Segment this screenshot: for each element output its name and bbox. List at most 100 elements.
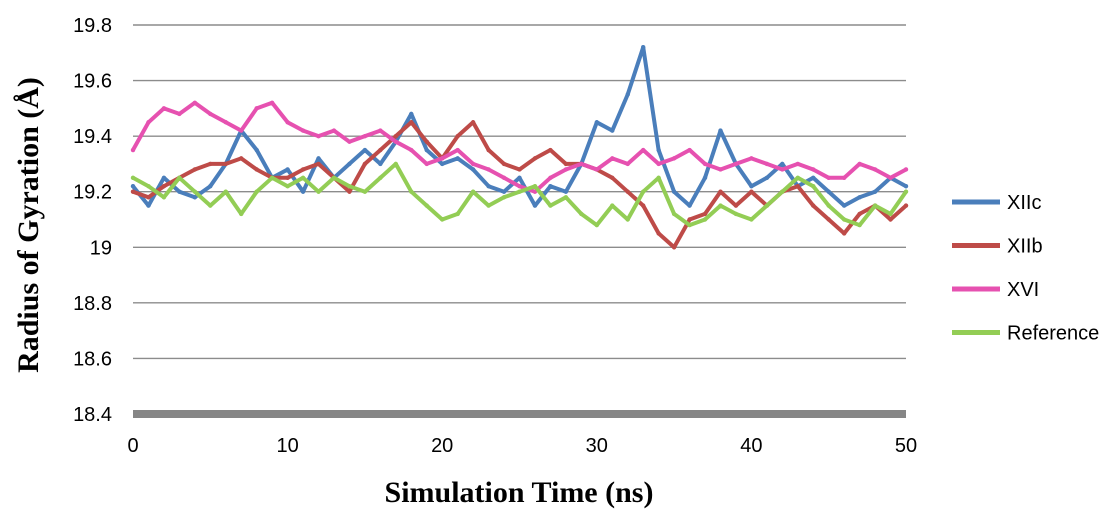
data-point-reference — [378, 175, 383, 181]
x-tick-label: 40 — [740, 435, 762, 457]
data-point-xvi — [378, 128, 383, 133]
data-point-xiib — [300, 167, 306, 172]
data-point-reference — [269, 175, 275, 181]
x-tick-label: 0 — [127, 435, 138, 457]
data-point-xiic — [702, 175, 708, 181]
data-point-xvi — [811, 167, 816, 172]
data-point-xvi — [733, 161, 739, 167]
y-tick-label: 18.8 — [73, 293, 112, 315]
data-point-xvi — [192, 100, 198, 106]
data-point-xiib — [687, 217, 692, 222]
data-point-reference — [640, 189, 646, 194]
data-point-reference — [795, 175, 800, 181]
data-point-reference — [811, 183, 816, 189]
data-point-xiic — [610, 128, 615, 133]
data-point-xvi — [455, 147, 460, 153]
y-axis: 18.4 18.6 18.8 19 19.2 19.4 19.6 19.8 — [73, 15, 112, 426]
data-point-xvi — [872, 167, 878, 172]
data-point-xvi — [424, 161, 429, 167]
legend-label: XIIb — [1007, 236, 1043, 258]
data-point-reference — [517, 189, 522, 194]
data-point-xiib — [192, 167, 198, 172]
legend-label: Reference — [1007, 323, 1099, 345]
x-tick-label: 10 — [276, 435, 298, 457]
data-point-reference — [455, 211, 460, 217]
data-point-xvi — [764, 161, 770, 167]
data-point-xiic — [285, 167, 290, 172]
data-point-xvi — [300, 128, 306, 133]
data-point-xvi — [640, 147, 646, 153]
data-point-xvi — [208, 111, 213, 117]
data-point-xvi — [671, 156, 677, 161]
data-point-xiib — [718, 189, 723, 194]
data-point-reference — [857, 222, 862, 228]
data-point-reference — [300, 175, 306, 181]
data-point-xvi — [362, 133, 368, 139]
y-axis-title: Radius of Gyration (Å) — [12, 77, 45, 373]
data-point-reference — [687, 222, 692, 228]
data-point-xiic — [656, 147, 661, 153]
data-point-xvi — [177, 111, 182, 117]
data-point-xvi — [440, 156, 445, 161]
data-point-xiib — [486, 147, 491, 153]
data-point-reference — [625, 217, 630, 222]
data-point-xvi — [146, 120, 151, 125]
data-point-xiib — [362, 161, 368, 167]
data-point-xiib — [378, 147, 383, 153]
data-point-xvi — [749, 156, 754, 161]
data-point-xvi — [517, 183, 522, 189]
data-point-reference — [671, 211, 677, 217]
data-point-reference — [594, 222, 599, 228]
data-point-xiic — [130, 183, 136, 189]
data-point-xvi — [161, 106, 167, 111]
data-point-xiic — [470, 167, 476, 172]
data-point-xvi — [486, 167, 491, 172]
data-point-xiic — [780, 161, 785, 167]
data-point-xiic — [254, 147, 259, 153]
data-point-reference — [316, 189, 321, 194]
data-point-xiib — [888, 217, 893, 222]
data-point-xvi — [594, 167, 599, 172]
data-point-xiib — [702, 211, 708, 217]
data-point-xiib — [749, 189, 754, 194]
x-axis-title: Simulation Time (ns) — [385, 476, 654, 509]
y-tick-label: 19.4 — [73, 126, 112, 148]
y-tick-label: 19.8 — [73, 15, 112, 37]
data-point-xvi — [826, 175, 831, 181]
data-point-xvi — [579, 161, 584, 167]
data-point-xiic — [192, 195, 198, 200]
data-point-reference — [285, 183, 290, 189]
data-point-reference — [161, 195, 167, 200]
data-point-xiic — [409, 111, 414, 117]
data-point-xvi — [269, 100, 275, 106]
data-point-xiib — [208, 161, 213, 167]
data-point-xvi — [903, 167, 909, 172]
data-point-xvi — [409, 147, 414, 153]
x-tick-label: 20 — [431, 435, 453, 457]
data-point-xiic — [548, 183, 553, 189]
data-point-xiib — [409, 120, 414, 125]
data-point-xiib — [223, 161, 228, 167]
data-point-xiib — [347, 189, 352, 194]
y-tick-label: 18.4 — [73, 404, 112, 426]
data-point-reference — [548, 203, 553, 208]
data-point-xvi — [687, 147, 692, 153]
x-axis: 0 10 20 30 40 50 — [127, 410, 917, 457]
data-point-xvi — [795, 161, 800, 167]
data-point-xiib — [625, 189, 630, 194]
data-point-reference — [424, 203, 429, 208]
data-point-reference — [780, 189, 785, 194]
data-point-reference — [393, 161, 399, 167]
data-point-xiic — [378, 161, 383, 167]
data-point-xiic — [177, 189, 182, 194]
data-point-reference — [764, 203, 770, 208]
data-point-xiib — [254, 167, 259, 172]
data-point-reference — [872, 203, 878, 208]
data-point-xvi — [548, 175, 553, 181]
gridlines — [133, 24, 906, 360]
data-point-reference — [239, 211, 244, 217]
data-point-xvi — [702, 161, 708, 167]
y-tick-label: 18.6 — [73, 348, 112, 370]
data-point-xvi — [780, 167, 785, 172]
data-point-xvi — [316, 133, 321, 139]
